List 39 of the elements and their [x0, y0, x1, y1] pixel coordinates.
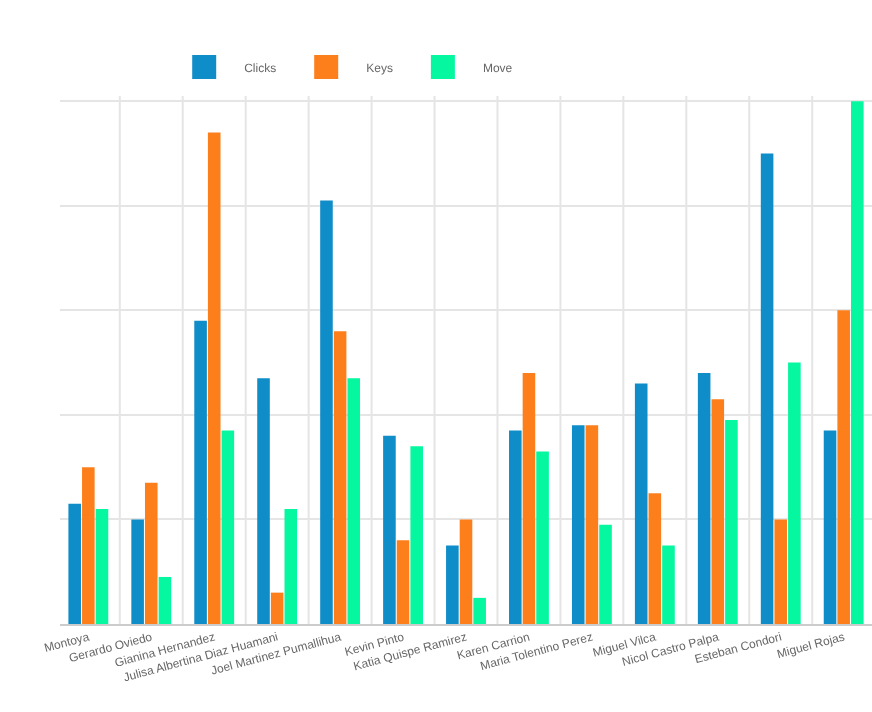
bar — [158, 576, 172, 624]
bar — [194, 320, 207, 624]
bar — [571, 425, 585, 624]
bar — [837, 310, 850, 624]
bar — [662, 545, 675, 624]
bar — [522, 373, 536, 624]
bar — [851, 101, 864, 624]
bar — [823, 430, 837, 624]
bar — [410, 446, 423, 624]
bar — [774, 519, 788, 624]
bar — [711, 399, 725, 624]
bar — [82, 467, 95, 624]
bar — [383, 435, 396, 624]
bar — [634, 383, 648, 624]
bar — [536, 451, 549, 624]
bar — [270, 592, 284, 624]
bar — [697, 373, 711, 624]
bar — [648, 493, 662, 624]
bar — [396, 540, 410, 624]
bar — [347, 378, 361, 624]
bar — [284, 509, 298, 624]
bar — [509, 430, 522, 624]
bar — [599, 524, 612, 624]
bar — [725, 420, 738, 624]
bar — [95, 509, 109, 624]
bar — [221, 430, 235, 624]
bar — [760, 153, 774, 624]
bar — [257, 378, 270, 624]
bar — [473, 597, 486, 624]
bar — [446, 545, 459, 624]
bar — [333, 331, 347, 624]
bar — [207, 132, 221, 624]
bar — [131, 519, 144, 624]
bar — [788, 362, 801, 624]
bar — [68, 503, 81, 624]
bar — [585, 425, 599, 624]
bar — [459, 519, 473, 624]
bar — [144, 482, 158, 624]
bar — [320, 200, 333, 624]
